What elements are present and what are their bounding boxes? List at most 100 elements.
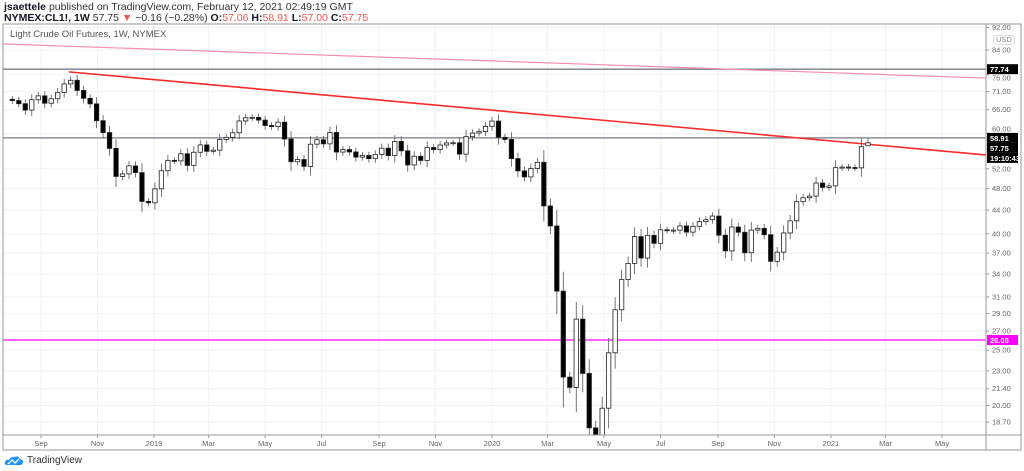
x-tick-label: Sep (372, 439, 385, 448)
x-tick-label: Sep (711, 439, 724, 448)
y-tick-label: 21.40 (992, 384, 1011, 393)
candle-body-down (87, 97, 93, 105)
pane-title: Light Crude Oil Futures, 1W, NYMEX (10, 29, 167, 40)
candle (398, 136, 404, 157)
candle (333, 125, 340, 161)
y-tick-label: 44.00 (992, 206, 1011, 215)
candle (683, 221, 690, 237)
candle-body-down (42, 95, 48, 104)
candle-body-down (852, 167, 858, 169)
x-tick-label: 2021 (823, 439, 840, 448)
x-tick-label: Nov (91, 439, 105, 448)
candle-body-down (521, 170, 528, 178)
candle (346, 146, 352, 156)
y-tick-label: 31.00 (992, 292, 1011, 301)
candle (9, 96, 15, 104)
candle-body-up (476, 131, 482, 134)
candle-body-up (178, 153, 184, 162)
y-tick-label: 66.00 (992, 105, 1011, 114)
candle (735, 222, 741, 237)
candle-body-up (411, 155, 417, 166)
candle (178, 149, 184, 166)
candle-body-up (35, 95, 41, 101)
candle (411, 151, 417, 171)
candle-body-up (670, 229, 677, 232)
candle (482, 122, 489, 136)
candle (165, 154, 171, 177)
candle-body-up (275, 121, 281, 127)
candle (787, 214, 793, 240)
x-tick-label: May (597, 439, 611, 448)
candle-body-up (696, 221, 703, 227)
candle (508, 132, 515, 167)
candle-body-up (55, 92, 61, 100)
upper-trendline (3, 43, 986, 79)
candle (489, 116, 495, 131)
author-name[interactable]: jsaettele (4, 1, 47, 13)
candle-body-down (547, 205, 553, 227)
candle (113, 139, 119, 188)
candle (210, 146, 216, 155)
candle-body-up (748, 229, 754, 254)
candle-body-up (690, 225, 696, 233)
last-price-label: 57.75 (990, 144, 1009, 153)
y-tick-label: 29.00 (992, 309, 1011, 318)
bar-countdown-label: 19:10:43 (990, 154, 1020, 163)
y-tick-label: 84.00 (992, 46, 1011, 55)
candle-body-down (301, 159, 307, 167)
candle-body-up (755, 227, 761, 231)
x-tick-label: 2019 (146, 439, 163, 448)
candle (42, 91, 48, 109)
candle-body-up (794, 201, 800, 222)
candle (301, 154, 307, 172)
currency-badge[interactable]: USD (993, 35, 1015, 45)
candle (463, 129, 469, 162)
candle (294, 155, 301, 166)
candle-body-down (567, 376, 573, 388)
candle-body-up (158, 170, 165, 190)
candle-body-up (236, 120, 242, 134)
plot-content (3, 43, 986, 435)
publish-info: jsaettele published on TradingView.com, … (4, 1, 353, 13)
x-tick-label: Mar (541, 439, 554, 448)
level-price-label: 58.91 (990, 134, 1009, 143)
candle (320, 135, 327, 148)
low-label: L: (291, 12, 302, 24)
candle-body-down (651, 234, 657, 244)
candle-body-down (742, 231, 748, 254)
candle (81, 85, 87, 104)
candle-body-down (515, 158, 521, 172)
logo-text: TradingView (27, 455, 83, 466)
high-value: 58.91 (262, 12, 289, 24)
chart-frame (2, 23, 1022, 451)
candle (139, 163, 145, 213)
y-tick-label: 20.00 (992, 401, 1011, 410)
candle (29, 94, 35, 116)
candle-body-down (845, 166, 852, 169)
last-price-label-bg (987, 142, 1018, 153)
candle (794, 194, 800, 230)
candle-body-up (800, 197, 806, 203)
symbol-label: NYMEX:CL1!, 1W (4, 12, 90, 24)
candle (495, 114, 502, 145)
candle-body-up (832, 167, 839, 187)
candle-body-up (781, 232, 787, 253)
candle-body-up (450, 142, 456, 145)
candle (269, 122, 275, 130)
candle (93, 97, 100, 129)
tradingview-logo[interactable]: TradingView (4, 455, 82, 466)
candle (48, 94, 54, 108)
candle-body-down (22, 103, 28, 111)
open-label: O: (210, 12, 223, 24)
candle-body-up (424, 147, 430, 161)
y-tick-label: 76.00 (992, 74, 1011, 83)
candle (807, 192, 813, 202)
candle-body-up (644, 234, 651, 259)
candle-body-down (132, 165, 139, 174)
y-tick-label: 40.00 (992, 229, 1011, 238)
x-tick-label: Mar (879, 439, 892, 448)
candle (580, 304, 586, 393)
candle-body-up (625, 263, 631, 280)
level-price-label-bg (987, 132, 1018, 143)
